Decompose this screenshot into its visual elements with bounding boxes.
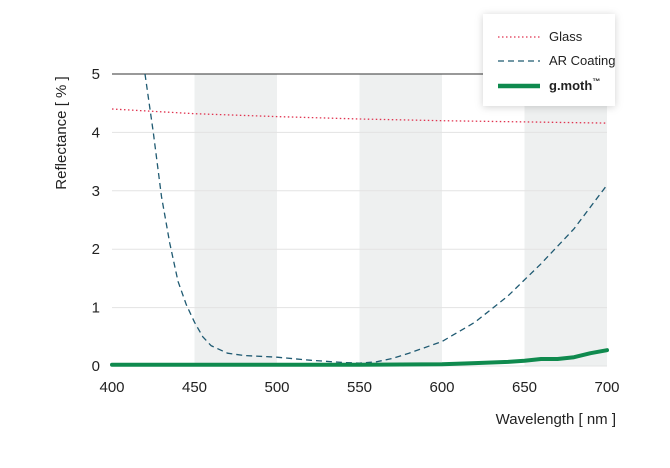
- y-tick-label: 2: [92, 241, 100, 258]
- series-line-ar-coating: [144, 73, 608, 364]
- gridlines: [112, 73, 607, 367]
- series-line-glass: [111, 108, 608, 124]
- legend-label-gmoth-tm: ™: [592, 77, 600, 86]
- x-tick-label: 500: [264, 379, 289, 396]
- series-lines: [110, 73, 609, 367]
- y-tick-label: 0: [92, 358, 100, 375]
- y-axis-title: Reflectance [ % ]: [53, 76, 70, 189]
- legend-label-glass: Glass: [549, 29, 583, 44]
- legend-label-ar-coating: AR Coating: [549, 53, 615, 68]
- shaded-bands: [194, 74, 607, 366]
- y-tick-label: 5: [92, 66, 100, 83]
- legend-label-gmoth: g.moth™: [549, 77, 600, 93]
- legend: Glass AR Coating g.moth™: [483, 14, 615, 106]
- y-tick-labels: 0 1 2 3 4 5: [92, 66, 100, 375]
- y-tick-label: 4: [92, 124, 100, 141]
- x-tick-label: 550: [347, 379, 372, 396]
- x-axis-title: Wavelength [ nm ]: [496, 411, 616, 428]
- series-line-g-moth: [110, 348, 609, 367]
- y-tick-label: 1: [92, 300, 100, 317]
- x-tick-labels: 400 450 500 550 600 650 700: [99, 379, 619, 396]
- y-tick-label: 3: [92, 183, 100, 200]
- shaded-band: [194, 74, 277, 366]
- x-tick-label: 600: [429, 379, 454, 396]
- x-tick-label: 450: [182, 379, 207, 396]
- legend-label-gmoth-name: g.moth: [549, 78, 592, 93]
- x-tick-label: 400: [99, 379, 124, 396]
- x-tick-label: 650: [512, 379, 537, 396]
- shaded-band: [524, 74, 607, 366]
- shaded-band: [359, 74, 442, 366]
- legend-box: [483, 14, 615, 106]
- x-tick-label: 700: [594, 379, 619, 396]
